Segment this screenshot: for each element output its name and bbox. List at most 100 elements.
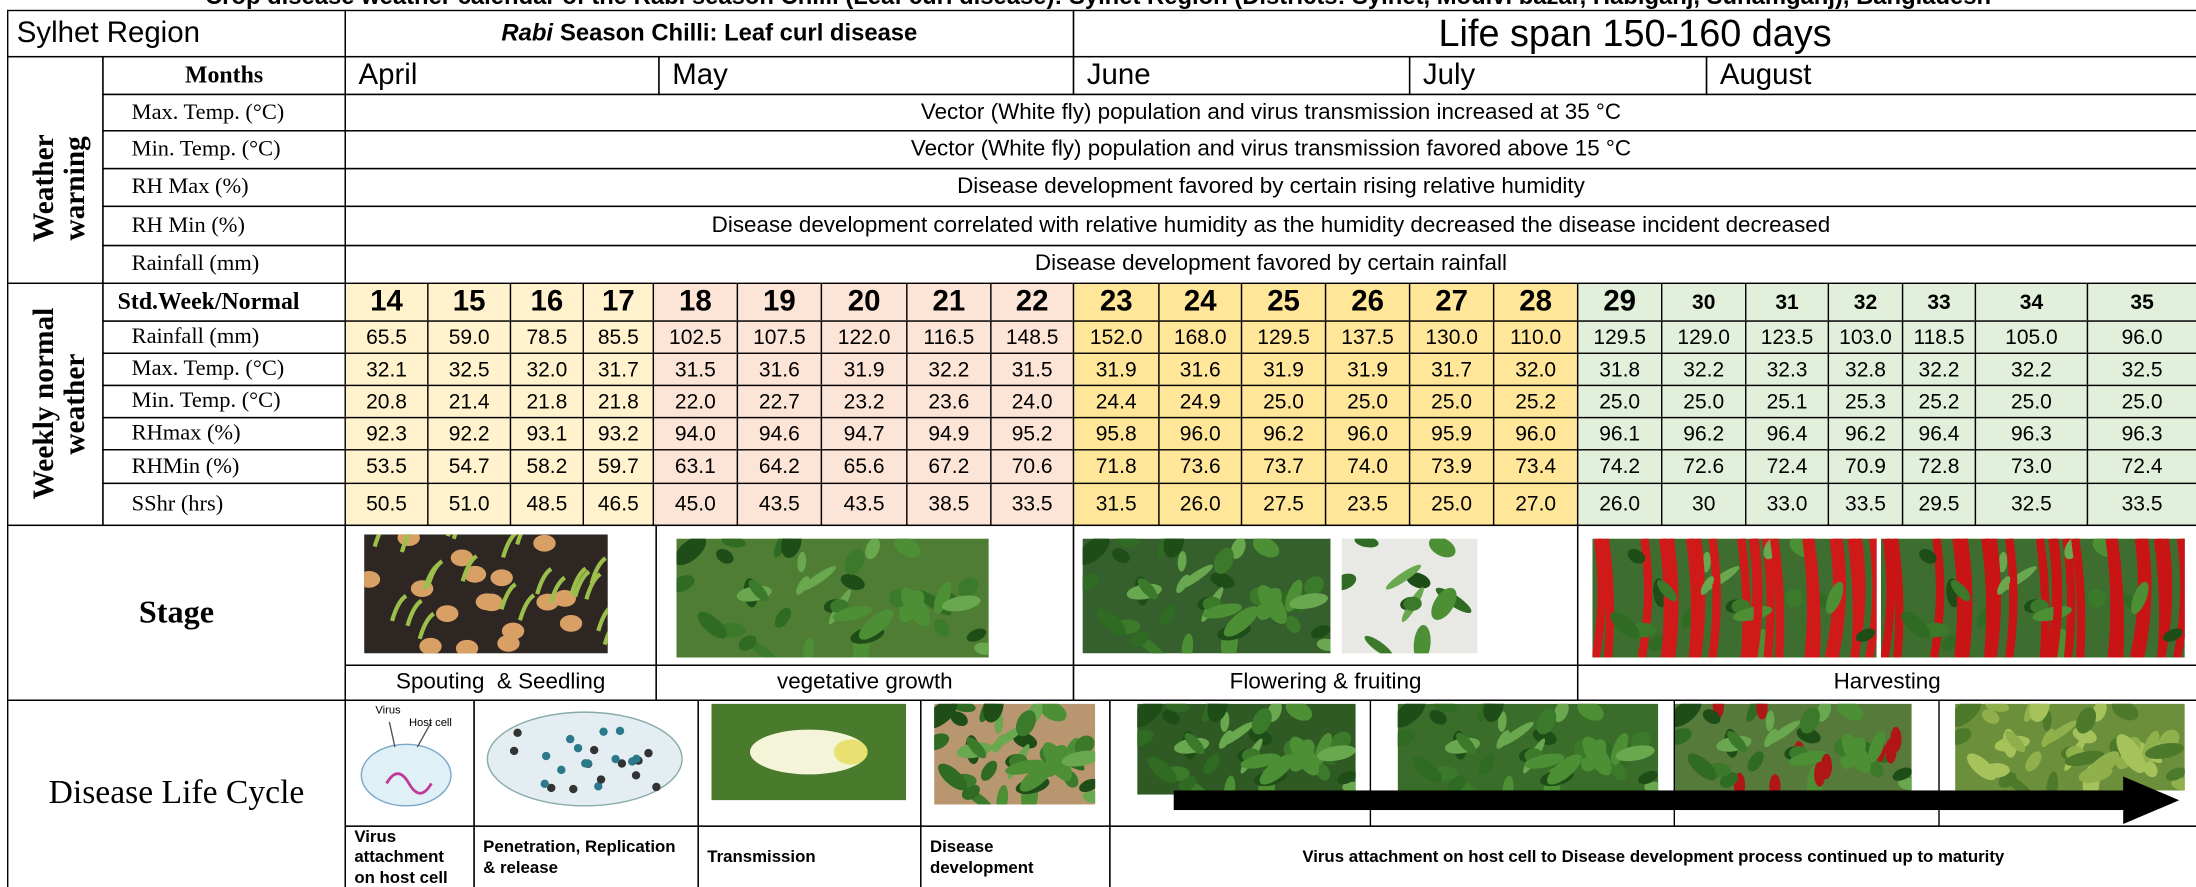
week-number: 28 (1492, 282, 1579, 322)
weather-value: 26.0 (1158, 482, 1243, 527)
param-label: SShr (hrs) (102, 482, 346, 527)
weather-value: 32.1 (344, 352, 429, 387)
weather-value: 48.5 (509, 482, 585, 527)
weather-value: 25.0 (1408, 384, 1495, 419)
weather-value: 123.5 (1745, 320, 1830, 354)
week-number: 34 (1974, 282, 2089, 322)
weather-value: 105.0 (1974, 320, 2089, 354)
param-label: Min. Temp. (°C) (102, 130, 346, 170)
season-italic: Rabi (501, 19, 554, 47)
weather-value: 96.4 (1745, 416, 1830, 451)
divider (1369, 699, 2196, 827)
weather-value: 31.9 (1240, 352, 1327, 387)
param-label: Max. Temp. (°C) (102, 352, 346, 387)
weather-value: 96.0 (2086, 320, 2196, 354)
months-label: Months (102, 55, 346, 96)
stage-label: Stage (7, 524, 346, 701)
weather-value: 29.5 (1901, 482, 1977, 527)
week-number: 18 (652, 282, 739, 322)
photo (1137, 703, 1356, 795)
week-number: 26 (1324, 282, 1411, 322)
week-number: 27 (1408, 282, 1495, 322)
weather-value: 25.3 (1827, 384, 1904, 419)
weather-value: 31.9 (1072, 352, 1160, 387)
weather-value: 22.0 (652, 384, 739, 419)
weather-value: 25.0 (2086, 384, 2196, 419)
weather-value: 25.2 (1901, 384, 1977, 419)
weather-value: 27.5 (1240, 482, 1327, 527)
week-number: 22 (990, 282, 1075, 322)
life-span: Life span 150-160 days (1072, 9, 2196, 58)
weather-value: 31.5 (1072, 482, 1160, 527)
weather-value: 96.0 (1158, 416, 1243, 451)
weather-value: 23.6 (906, 384, 992, 419)
photo (1341, 538, 1478, 654)
weather-value: 59.0 (427, 320, 512, 354)
week-number: 25 (1240, 282, 1327, 322)
weather-value: 32.5 (1974, 482, 2089, 527)
disease-step: Disease development (920, 825, 1111, 887)
weather-value: 72.8 (1901, 449, 1977, 485)
weather-value: 73.7 (1240, 449, 1327, 485)
param-label: Std.Week/Normal (102, 282, 346, 322)
weather-value: 54.7 (427, 449, 512, 485)
weather-value: 73.0 (1974, 449, 2089, 485)
month: August (1705, 55, 2196, 96)
disease-label: Disease Life Cycle (7, 699, 346, 887)
weather-value: 96.2 (1661, 416, 1747, 451)
weather-value: 59.7 (582, 449, 655, 485)
stage-phase: Harvesting (1576, 664, 2196, 701)
weather-value: 51.0 (427, 482, 512, 527)
weather-value: 45.0 (652, 482, 739, 527)
diagram-label: Host cell (408, 716, 452, 729)
weather-value: 25.0 (1661, 384, 1747, 419)
weather-value: 122.0 (820, 320, 908, 354)
weather-value: 46.5 (582, 482, 655, 527)
weather-value: 168.0 (1158, 320, 1243, 354)
weather-value: 21.4 (427, 384, 512, 419)
stage-phase: Flowering & fruiting (1072, 664, 1579, 701)
disease-step: Virus attachment on host cell to Disease… (1109, 825, 2196, 887)
diagram-label: Virus (375, 703, 401, 717)
weather-value: 94.0 (652, 416, 739, 451)
weather-value: 38.5 (906, 482, 992, 527)
virus-diagram (360, 721, 452, 807)
week-number: 30 (1661, 282, 1747, 322)
param-label: RHmax (%) (102, 416, 346, 451)
weather-value: 32.3 (1745, 352, 1830, 387)
weather-value: 96.1 (1576, 416, 1663, 451)
weather-value: 33.5 (2086, 482, 2196, 527)
weather-warning-label: Weather warning (17, 94, 102, 283)
weather-value: 103.0 (1827, 320, 1904, 354)
photo (364, 534, 608, 654)
weather-value: 31.8 (1576, 352, 1663, 387)
weather-value: 31.6 (1158, 352, 1243, 387)
warning-note: Vector (White fly) population and virus … (344, 93, 2196, 132)
weather-value: 20.8 (344, 384, 429, 419)
weather-value: 96.2 (1827, 416, 1904, 451)
weather-value: 25.0 (1408, 482, 1495, 527)
weather-value: 73.4 (1492, 449, 1579, 485)
weather-value: 72.4 (2086, 449, 2196, 485)
weather-value: 72.6 (1661, 449, 1747, 485)
weather-value: 32.2 (906, 352, 992, 387)
weather-value: 58.2 (509, 449, 585, 485)
warning-note: Disease development favored by certain r… (344, 167, 2196, 208)
region: Sylhet Region (7, 9, 346, 58)
weather-value: 23.5 (1324, 482, 1411, 527)
weather-value: 24.4 (1072, 384, 1160, 419)
weather-value: 70.9 (1827, 449, 1904, 485)
month: May (658, 55, 1075, 96)
heading: Crop disease weather calendar of the Rab… (0, 0, 2196, 11)
weather-value: 93.1 (509, 416, 585, 451)
weather-value: 72.4 (1745, 449, 1830, 485)
stage-phase: vegetative growth (655, 664, 1075, 701)
weather-value: 95.2 (990, 416, 1075, 451)
weather-value: 31.9 (820, 352, 908, 387)
photo (711, 703, 907, 801)
divider (1673, 699, 2196, 827)
weather-value: 94.6 (736, 416, 823, 451)
weather-value: 21.8 (509, 384, 585, 419)
weather-value: 21.8 (582, 384, 655, 419)
